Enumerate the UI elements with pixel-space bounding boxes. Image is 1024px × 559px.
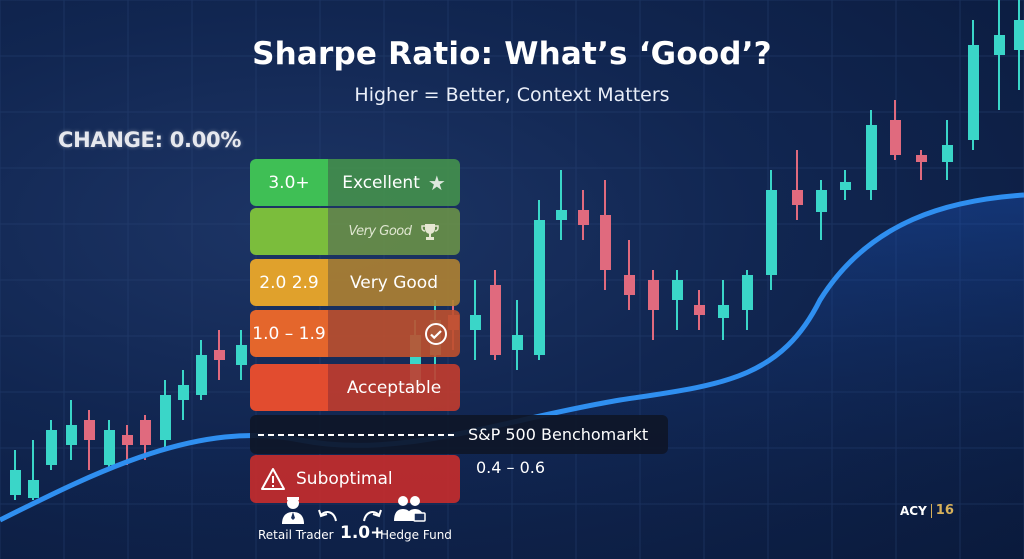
candle-body [28,480,39,498]
tier-range [250,364,328,411]
page-subtitle: Higher = Better, Context Matters [354,84,670,106]
candle-body [140,420,151,445]
candle-body [534,220,545,355]
comparison-value: 1.0+ [340,523,385,543]
benchmark-label: S&P 500 Benchomarkt [468,425,649,444]
tier-suboptimal: Suboptimal [250,455,460,503]
benchmark-dashed-line [258,433,454,436]
candle-body [122,435,133,445]
candle-body [214,350,225,360]
page-title: Sharpe Ratio: What’s ‘Good’? [252,36,772,72]
candle-body [46,430,57,465]
benchmark-bar: S&P 500 Benchomarkt [250,415,668,454]
warning-icon [261,468,285,490]
candle-body [792,190,803,205]
tier-label: Very Good [348,224,412,239]
candle-body [624,275,635,295]
tier-excellent: 3.0+ Excellent ★ [250,159,460,206]
star-icon: ★ [427,170,446,195]
candle-body [578,210,589,225]
tier-label: Acceptable [346,377,442,398]
candle-body [694,305,705,315]
candle-body [410,335,421,385]
candle-body [718,305,729,318]
tier-range: 2.0 2.9 [250,259,328,306]
tier-good: 1.0 – 1.9 [250,310,460,357]
tier-range [250,208,328,255]
tier-label: Suboptimal [296,469,393,489]
tier-very-good: 2.0 2.9 Very Good [250,259,460,306]
trophy-icon [420,223,439,240]
arrow-left-icon [318,509,337,522]
candle-body [866,125,877,190]
change-readout: CHANGE: 0.00% [58,128,242,152]
brand-name: ACY [900,503,927,518]
candle-body [600,215,611,270]
candle-body [742,275,753,310]
candle-body [968,45,979,140]
candle-body [916,155,927,162]
arrow-right-icon [363,509,382,522]
tier-acceptable: Acceptable [250,364,460,411]
candle-body [890,120,901,155]
benchmark-range: 0.4 – 0.6 [476,458,546,477]
candle-body [556,210,567,220]
hedge-fund-label: Hedge Fund [380,528,452,542]
brand-number: 16 [935,503,954,518]
check-circle-icon [425,322,447,345]
candle-body [840,182,851,190]
trend-curve [0,192,1024,523]
hedge-fund-icon [394,496,426,522]
candle-body [178,385,189,400]
tier-range: 1.0 – 1.9 [250,310,328,357]
candle-body [816,190,827,212]
brand-separator [930,503,932,518]
candle-body [942,145,953,162]
retail-trader-label: Retail Trader [258,528,334,542]
candle-body [104,430,115,465]
tier-range: 3.0+ [250,159,328,206]
candle-body [66,425,77,445]
candle-body [470,315,481,330]
candle-body [160,395,171,440]
candle-body [648,280,659,310]
candle-body [10,470,21,495]
candle-body [196,355,207,395]
tier-label: Very Good [350,272,438,293]
brand-logo: ACY 16 [900,503,954,518]
retail-trader-icon [282,497,304,524]
candle-body [236,345,247,365]
tier-label: Excellent [342,172,420,193]
candle-body [512,335,523,350]
candle-body [766,190,777,275]
tier-very-good-upper: Very Good [250,208,460,255]
candle-body [490,285,501,355]
candle-body [1014,20,1024,50]
candle-body [994,35,1005,55]
candle-body [84,420,95,440]
candle-body [672,280,683,300]
